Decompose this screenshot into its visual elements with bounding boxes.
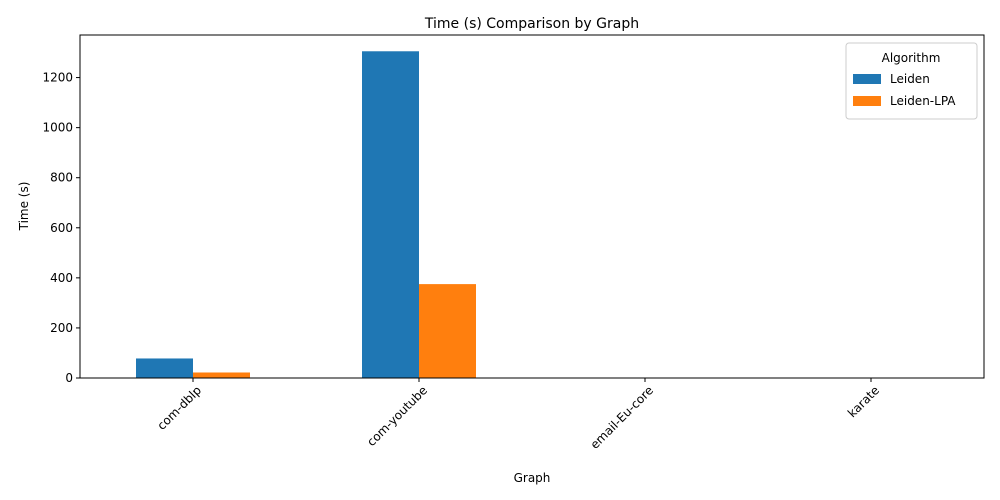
legend-label-leiden: Leiden: [890, 72, 930, 86]
y-tick-label: 600: [50, 221, 73, 235]
bar-leiden-com-youtube: [362, 51, 419, 379]
legend-swatch-leiden-lpa: [853, 96, 881, 106]
plot-frame: [79, 34, 985, 379]
x-tick-label: karate: [845, 383, 882, 420]
chart-title: Time (s) Comparison by Graph: [424, 16, 639, 32]
y-tick-label: 0: [65, 371, 73, 385]
x-axis-label: Graph: [514, 471, 551, 485]
bars-group: [136, 51, 928, 379]
y-tick-label: 800: [50, 171, 73, 185]
legend-swatch-leiden: [853, 74, 881, 84]
y-tick-label: 1000: [42, 121, 73, 135]
x-tick-label: email-Eu-core: [588, 383, 657, 452]
y-axis-label: Time (s): [17, 182, 31, 232]
x-tick-label: com-dblp: [154, 383, 204, 433]
y-tick-label: 400: [50, 271, 73, 285]
x-tick-label: com-youtube: [364, 383, 430, 449]
legend-title: Algorithm: [882, 51, 941, 65]
legend: Algorithm Leiden Leiden-LPA: [845, 42, 978, 120]
bar-leiden-lpa-com-dblp: [193, 372, 250, 378]
y-axis: 0 200 400 600 800 1000 1200: [42, 71, 80, 385]
x-axis: com-dblp com-youtube email-Eu-core karate: [154, 378, 882, 452]
y-tick-label: 1200: [42, 71, 73, 85]
bar-leiden-com-dblp: [136, 358, 193, 378]
y-tick-label: 200: [50, 321, 73, 335]
legend-label-leiden-lpa: Leiden-LPA: [890, 94, 956, 108]
bar-leiden-lpa-com-youtube: [419, 284, 476, 378]
